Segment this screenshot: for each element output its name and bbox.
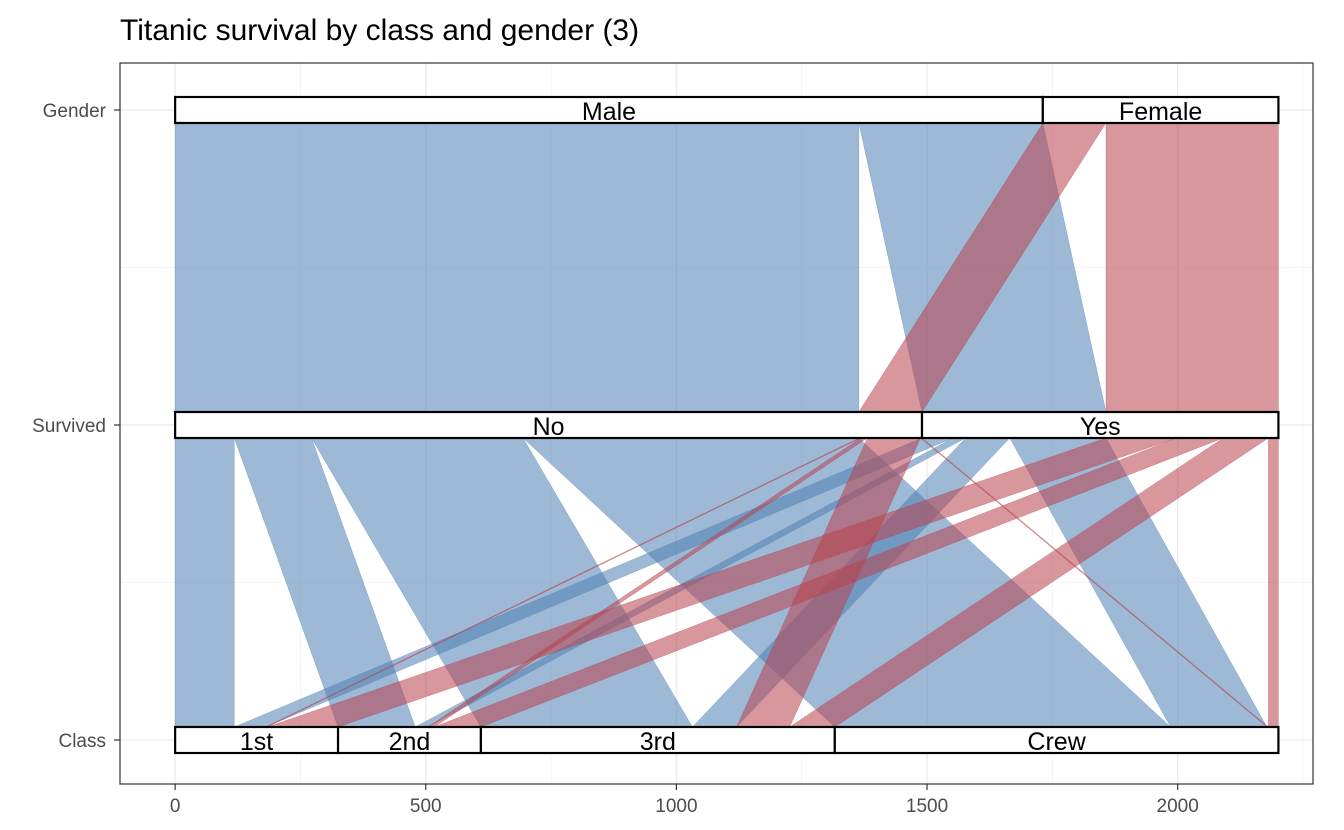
- category-label-survived-no: No: [533, 413, 565, 441]
- chart-title: Titanic survival by class and gender (3): [120, 14, 639, 47]
- ribbon-male-no: [174, 122, 860, 413]
- category-box-gender-male: [174, 95, 1044, 125]
- category-box-gender-female: [1041, 95, 1280, 125]
- category-box-class-crew: [833, 725, 1280, 755]
- category-box-survived-yes: [920, 410, 1280, 440]
- ribbon-female-yes-crew: [1268, 437, 1279, 728]
- category-label-gender-female: Female: [1119, 98, 1202, 126]
- x-tick-label-2: 1000: [655, 796, 697, 817]
- ribbons: [174, 122, 1279, 728]
- y-tick-label-survived: Survived: [32, 416, 106, 437]
- x-tick-label-1: 500: [410, 796, 442, 817]
- category-box-survived-no: [174, 410, 924, 440]
- x-tick-label-3: 1500: [906, 796, 948, 817]
- category-box-class-1st: [174, 725, 340, 755]
- category-label-class-crew: Crew: [1027, 728, 1086, 756]
- category-box-class-2nd: [336, 725, 483, 755]
- x-tick-label-0: 0: [170, 796, 181, 817]
- y-tick-label-class: Class: [58, 731, 106, 752]
- category-label-class-1st: 1st: [240, 728, 273, 756]
- category-label-class-2nd: 2nd: [389, 728, 431, 756]
- ribbon-male-no-1st: [174, 437, 235, 728]
- category-label-survived-yes: Yes: [1080, 413, 1121, 441]
- axes: Gender Survived Class 0 500 1000 1500 2000: [32, 101, 1199, 817]
- category-label-class-3rd: 3rd: [640, 728, 676, 756]
- panel-border: [119, 62, 1314, 785]
- category-label-gender-male: Male: [582, 98, 636, 126]
- category-box-class-3rd: [479, 725, 836, 755]
- x-tick-label-4: 2000: [1157, 796, 1199, 817]
- category-boxes: Male Female No Yes 1st 2nd 3rd Crew: [174, 95, 1280, 756]
- ribbon-female-yes: [1105, 122, 1279, 413]
- y-tick-label-gender: Gender: [43, 101, 107, 122]
